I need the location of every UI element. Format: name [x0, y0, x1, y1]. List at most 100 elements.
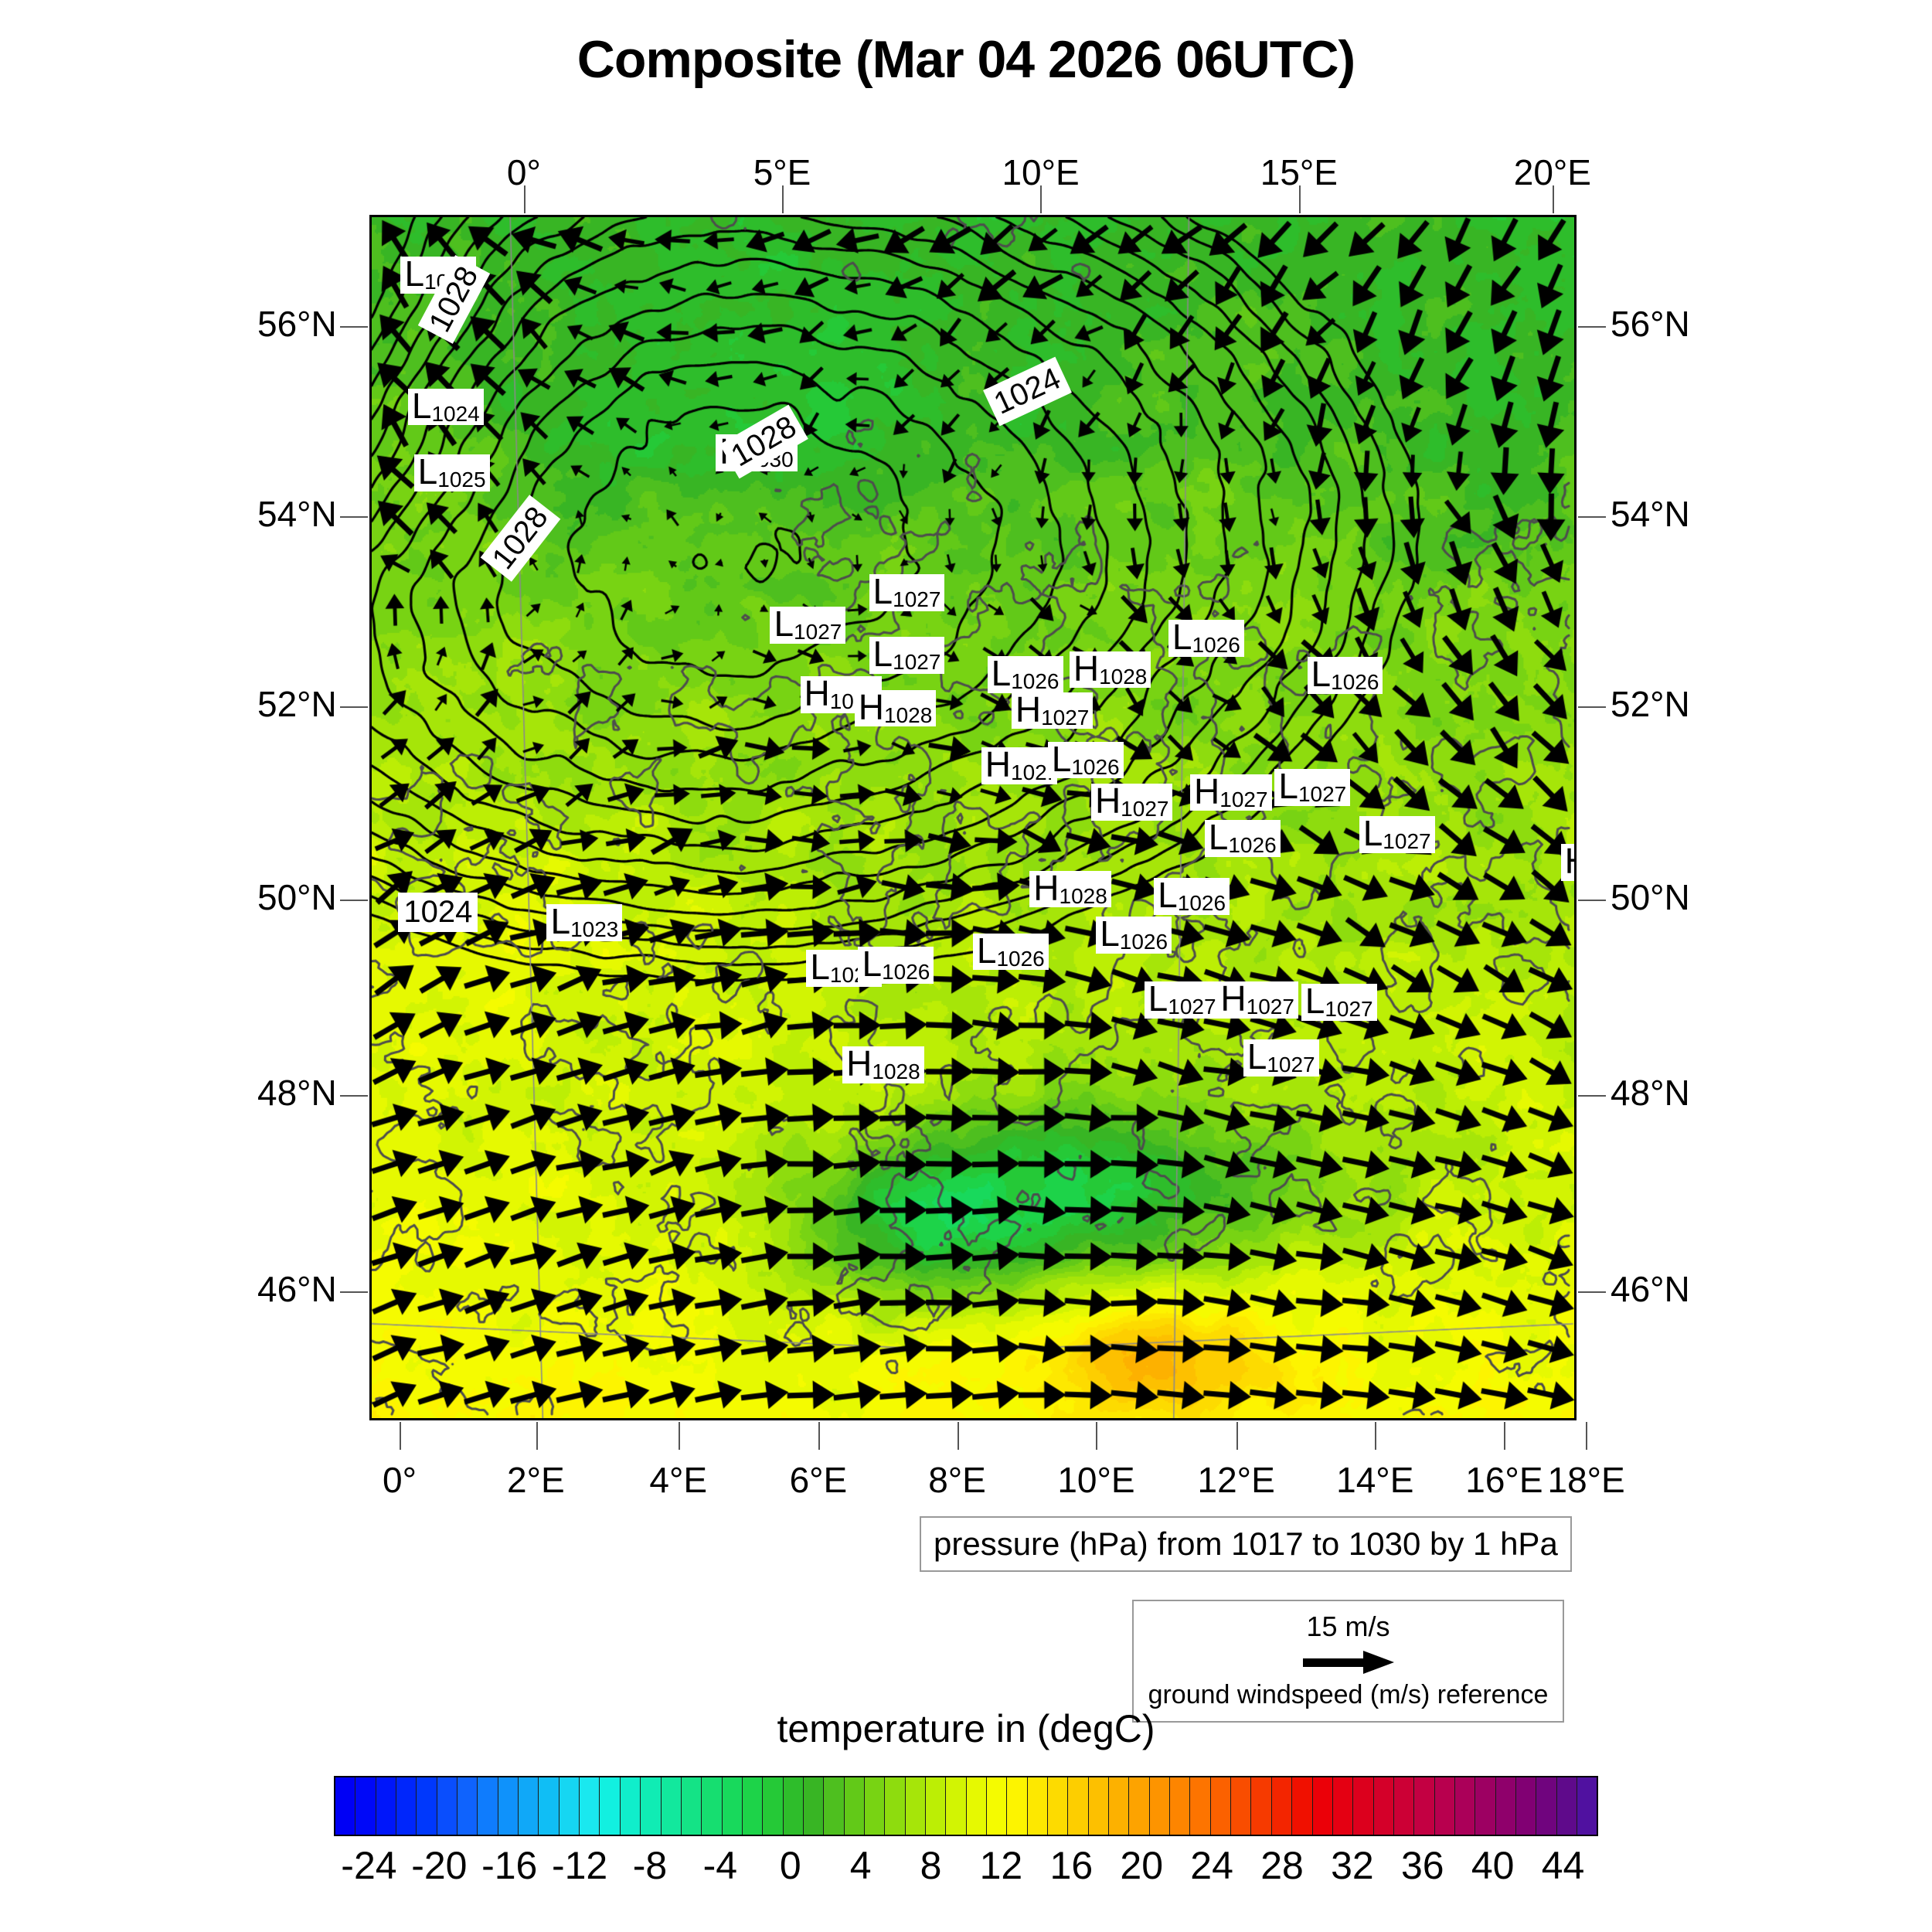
pressure-marker-type: L	[550, 901, 571, 942]
colorbar-cell-48	[1312, 1777, 1333, 1835]
pressure-marker-l-27: L1027	[1144, 981, 1220, 1019]
pressure-marker-type: H	[1220, 978, 1247, 1019]
colorbar-cell-39	[1129, 1777, 1150, 1835]
tick-top	[1552, 185, 1554, 213]
temperature-colorbar	[334, 1776, 1598, 1836]
tick-left	[340, 1291, 368, 1294]
pressure-marker-l-23: L1026	[1096, 916, 1172, 954]
pressure-marker-l-1: L1024	[407, 388, 484, 426]
pressure-marker-type: H	[1094, 781, 1121, 821]
colorbar-cell-53	[1414, 1777, 1435, 1835]
axis-label-left-48°N: 48°N	[257, 1072, 337, 1113]
colorbar-cell-11	[559, 1777, 580, 1835]
colorbar-cell-5	[437, 1777, 458, 1835]
pressure-marker-value: 1026	[1011, 668, 1060, 693]
weather-map[interactable]: L1020L1024L1025H1030L1027L1027L1027L1026…	[369, 215, 1577, 1420]
tick-right	[1578, 1291, 1606, 1294]
colorbar-cell-9	[519, 1777, 539, 1835]
colorbar-cell-43	[1210, 1777, 1232, 1835]
tick-bottom	[400, 1422, 402, 1450]
colorbar-label-4: 4	[849, 1844, 872, 1887]
pressure-marker-value: 1027	[1325, 997, 1373, 1022]
pressure-marker-type: L	[1158, 874, 1178, 915]
pressure-marker-value: 1027	[1041, 705, 1090, 730]
colorbar-cell-32	[987, 1777, 1008, 1835]
pressure-marker-l-32: L1023	[546, 901, 623, 942]
colorbar-label--20: -20	[411, 1844, 468, 1887]
axis-label-bottom-12°E: 12°E	[1197, 1460, 1275, 1500]
colorbar-cell-21	[763, 1777, 784, 1835]
tick-left	[340, 900, 368, 902]
pressure-marker-l-26: L1026	[858, 946, 934, 984]
tick-top	[1040, 185, 1043, 213]
pressure-marker-type: L	[872, 570, 893, 611]
tick-bottom	[1096, 1422, 1098, 1450]
pressure-marker-l-22: L1026	[1154, 874, 1230, 915]
pressure-marker-type: H	[1194, 770, 1220, 811]
colorbar-cell-57	[1495, 1777, 1516, 1835]
tick-left	[340, 706, 368, 709]
colorbar-cell-4	[417, 1777, 437, 1835]
pressure-marker-value: 1027	[1298, 782, 1347, 807]
tick-bottom	[678, 1422, 680, 1450]
pressure-marker-l-24: L1026	[972, 933, 1049, 971]
pressure-marker-type: L	[417, 451, 438, 492]
axis-label-bottom-8°E: 8°E	[928, 1460, 986, 1500]
colorbar-cell-1	[355, 1777, 376, 1835]
colorbar-tick-labels: -24 -20 -16 -12 -8 -4 0 4 8 12 16 20 24 28 32 36 40 44	[334, 1843, 1598, 1889]
colorbar-cell-29	[925, 1777, 947, 1835]
pressure-marker-type: L	[976, 930, 997, 971]
colorbar-cell-44	[1231, 1777, 1252, 1835]
colorbar-cell-41	[1170, 1777, 1191, 1835]
colorbar-cell-6	[457, 1777, 478, 1835]
pressure-marker-l-4: L1027	[869, 570, 945, 611]
colorbar-cell-31	[966, 1777, 987, 1835]
pressure-marker-type: L	[1278, 766, 1298, 807]
colorbar-cell-42	[1190, 1777, 1211, 1835]
tick-right	[1578, 325, 1606, 328]
axis-label-left-56°N: 56°N	[257, 303, 337, 344]
colorbar-cell-10	[539, 1777, 560, 1835]
pressure-marker-l-18: L1027	[1274, 766, 1351, 807]
colorbar-cell-50	[1353, 1777, 1374, 1835]
tick-bottom	[818, 1422, 821, 1450]
colorbar-cell-54	[1434, 1777, 1455, 1835]
colorbar-cell-20	[742, 1777, 764, 1835]
axis-label-left-54°N: 54°N	[257, 494, 337, 534]
colorbar-cell-23	[803, 1777, 825, 1835]
pressure-marker-l-25: L1026	[806, 947, 883, 988]
colorbar-label-32: 32	[1331, 1844, 1374, 1887]
pressure-marker-value: 1027	[1168, 995, 1216, 1019]
colorbar-cell-36	[1068, 1777, 1089, 1835]
pressure-marker-type: H	[985, 744, 1012, 785]
page-title: Composite (Mar 04 2026 06UTC)	[577, 30, 1355, 89]
pressure-marker-value: 1026	[1228, 833, 1277, 857]
colorbar-cell-46	[1271, 1777, 1293, 1835]
colorbar-cell-51	[1373, 1777, 1394, 1835]
pressure-marker-value: 1025	[437, 468, 486, 492]
tick-left	[340, 516, 368, 518]
colorbar-cell-28	[905, 1777, 926, 1835]
pressure-marker-h-14: H102.	[981, 744, 1057, 785]
colorbar-label-44: 44	[1541, 1844, 1585, 1887]
axis-label-right-48°N: 48°N	[1611, 1072, 1690, 1113]
colorbar-cell-45	[1251, 1777, 1272, 1835]
pressure-marker-value: 1028	[1099, 664, 1148, 689]
pressure-marker-h-12: H1028	[854, 689, 937, 727]
pressure-marker-value: 1027	[893, 587, 941, 611]
colorbar-cell-49	[1332, 1777, 1354, 1835]
pressure-marker-type: H	[1015, 689, 1042, 730]
pressure-marker-type: L	[774, 603, 794, 644]
pressure-marker-l-2: L1025	[413, 451, 490, 492]
axis-label-right-56°N: 56°N	[1611, 303, 1690, 344]
pressure-marker-value: 1026	[1119, 929, 1168, 954]
colorbar-label--12: -12	[551, 1844, 608, 1887]
pressure-marker-type: L	[810, 947, 830, 988]
pressure-marker-value: 1027	[1219, 787, 1268, 811]
axis-label-right-50°N: 50°N	[1611, 877, 1690, 918]
wind-reference-arrow-icon	[1302, 1651, 1394, 1674]
colorbar-cell-37	[1088, 1777, 1110, 1835]
pressure-marker-value: 1027	[1121, 797, 1169, 821]
axis-label-bottom-2°E: 2°E	[507, 1460, 565, 1500]
pressure-marker-h-17: H1027	[1190, 774, 1272, 811]
